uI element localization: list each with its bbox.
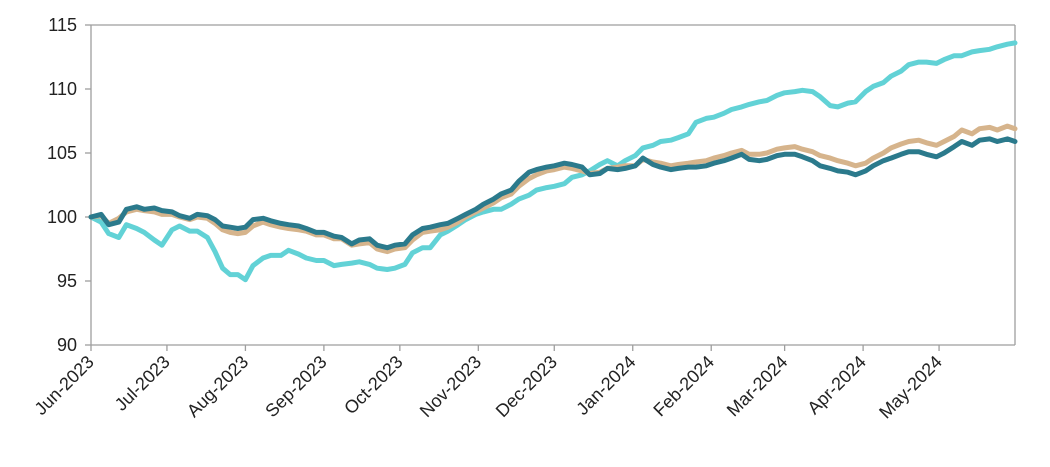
- x-tick-label: Jun-2023: [31, 352, 98, 419]
- x-tick-label: Jan-2024: [572, 352, 639, 419]
- y-tick-label: 115: [48, 15, 77, 35]
- x-tick-label: Jul-2023: [111, 352, 174, 415]
- x-tick-label: Sep-2023: [261, 352, 330, 421]
- series-line-tan: [88, 123, 1018, 255]
- series-line-dark-teal: [88, 136, 1018, 251]
- tick-labels: 90 95 100 105 110 115 Jun-2023 Jul-2023 Aug-2023…: [31, 15, 946, 422]
- y-tick-label: 95: [57, 271, 77, 291]
- x-tick-label: May-2024: [875, 352, 946, 423]
- y-tick-label: 105: [47, 143, 77, 163]
- axes: [85, 24, 1016, 351]
- x-tick-label: Feb-2024: [649, 352, 718, 421]
- y-tick-label: 90: [57, 335, 77, 355]
- x-tick-label: Oct-2023: [340, 352, 407, 419]
- y-tick-label: 110: [48, 79, 77, 99]
- x-tick-label: Mar-2024: [723, 352, 792, 421]
- x-tick-label: Apr-2024: [803, 352, 870, 419]
- series-lines: [88, 40, 1018, 283]
- series-line-light-blue: [88, 40, 1018, 283]
- y-tick-label: 100: [47, 207, 77, 227]
- x-tick-label: Nov-2023: [416, 352, 485, 421]
- x-tick-label: Aug-2023: [183, 352, 252, 421]
- x-tick-label: Dec-2023: [492, 352, 561, 421]
